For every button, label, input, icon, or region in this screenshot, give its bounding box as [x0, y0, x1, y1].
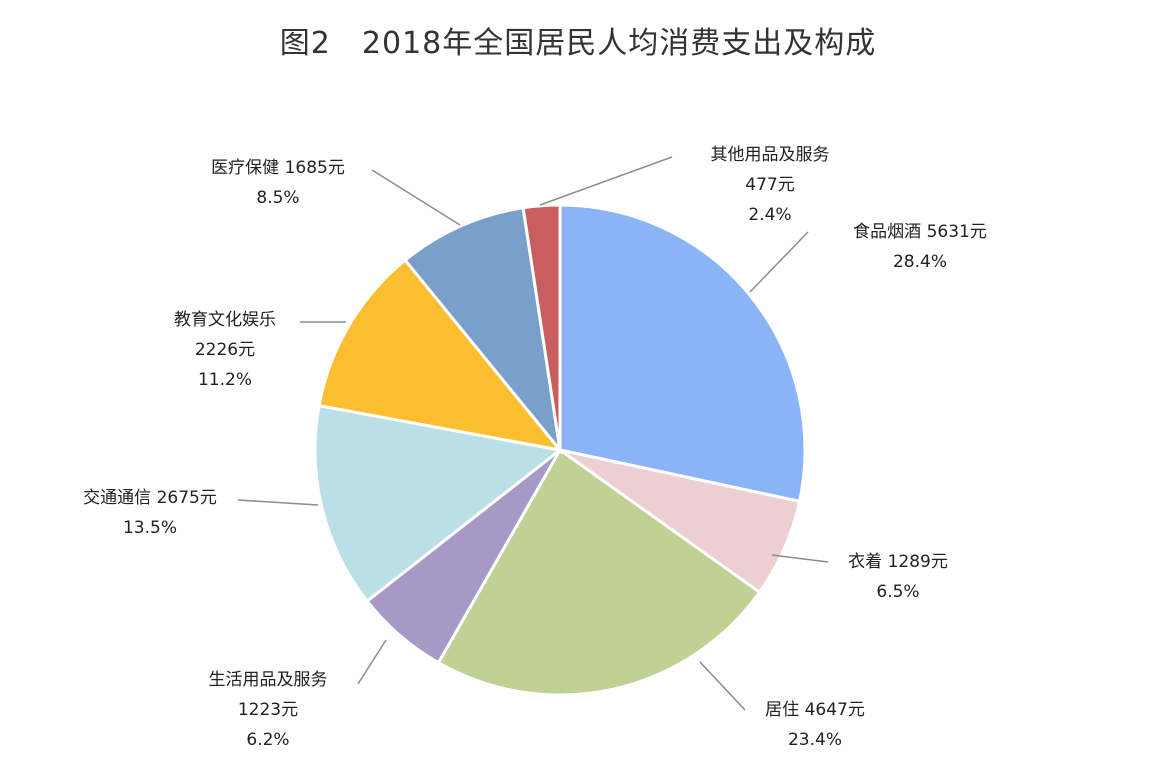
leader-line-4: [237, 499, 319, 506]
slice-value: 1223: [237, 700, 282, 720]
slice-unit: 元: [238, 340, 256, 360]
pie-slice-4: [313, 403, 564, 604]
leader-line-3: [357, 639, 387, 685]
pie-slice-2: [436, 447, 762, 697]
slice-unit: 元: [199, 488, 217, 508]
data-label-0: 食品烟酒 5631元 28.4%: [853, 217, 987, 277]
slice-percent: 28.4%: [892, 252, 948, 272]
slice-name: 衣着: [848, 552, 883, 572]
slice-percent: 23.4%: [787, 730, 843, 750]
slice-percent: 2.4%: [748, 205, 792, 225]
leader-line-1: [771, 554, 829, 563]
slice-value: 1685: [284, 158, 328, 178]
slice-value: 4647: [804, 700, 848, 720]
slice-unit: 元: [847, 700, 865, 720]
pie-slice-7: [521, 203, 562, 451]
slice-value: 5631: [926, 222, 970, 242]
slice-percent: 8.5%: [256, 188, 300, 208]
data-label-4: 交通通信 2675元 13.5%: [83, 483, 217, 543]
slice-percent: 11.2%: [197, 370, 252, 390]
slice-name: 教育文化娱乐: [174, 310, 276, 330]
chart-title: 图2 2018年全国居民人均消费支出及构成: [279, 26, 877, 61]
slice-unit: 元: [930, 552, 948, 572]
slice-unit: 元: [969, 222, 987, 242]
data-label-6: 医疗保健 1685元 8.5%: [211, 153, 345, 213]
slice-unit: 元: [777, 175, 795, 195]
data-label-7: 其他用品及服务 477元 2.4%: [711, 140, 830, 230]
slice-value: 1289: [887, 552, 931, 572]
pie-slice-0: [558, 203, 807, 504]
pie-slice-6: [403, 206, 563, 456]
leader-line-7: [539, 156, 673, 206]
slice-name: 生活用品及服务: [208, 670, 328, 690]
slice-value: 2675: [156, 488, 200, 508]
slice-value: 2226: [194, 340, 239, 360]
slice-name: 交通通信: [83, 488, 152, 508]
slice-name: 医疗保健: [211, 158, 280, 178]
slice-name: 食品烟酒: [853, 222, 922, 242]
slice-unit: 元: [327, 158, 345, 178]
data-label-5: 教育文化娱乐 2226元 11.2%: [174, 305, 276, 395]
data-label-3: 生活用品及服务 1223元 6.2%: [209, 665, 328, 755]
slice-percent: 6.2%: [246, 730, 290, 750]
slice-percent: 6.5%: [876, 582, 920, 602]
data-label-2: 居住 4647元 23.4%: [765, 695, 865, 755]
slice-value: 477: [745, 175, 778, 195]
leader-line-6: [371, 169, 461, 226]
slice-name: 其他用品及服务: [710, 145, 830, 165]
leader-line-0: [749, 231, 809, 293]
data-label-1: 衣着 1289元 6.5%: [848, 547, 948, 607]
slice-unit: 元: [281, 700, 299, 720]
leader-line-2: [699, 661, 746, 711]
slice-percent: 13.5%: [122, 518, 178, 538]
slice-name: 居住: [765, 700, 800, 720]
pie-slice-5: [317, 258, 564, 453]
